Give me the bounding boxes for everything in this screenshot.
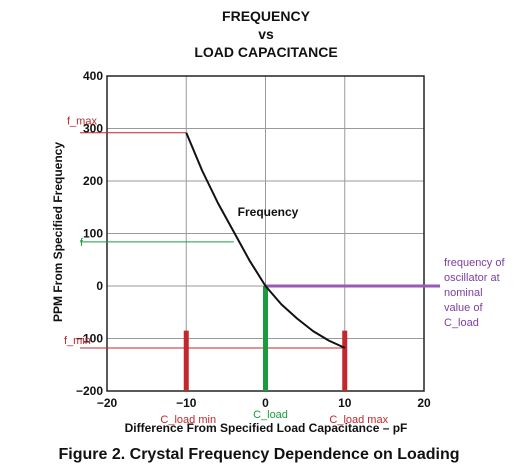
nominal-note-line-1: oscillator at <box>444 272 500 284</box>
f-min-label: f_min <box>64 335 91 347</box>
figure-caption: Figure 2. Crystal Frequency Dependence o… <box>59 446 460 463</box>
nominal-note-line-2: nominal <box>444 287 483 299</box>
chart-title-line-2: vs <box>258 26 274 42</box>
nominal-note-line-4: C_load <box>444 317 479 329</box>
c-load-label: C_load <box>253 409 288 421</box>
y-tick-label-5: −100 <box>76 332 103 346</box>
y-tick-label-0: 400 <box>83 69 103 83</box>
nominal-note-line-3: value of <box>444 302 483 314</box>
x-tick-label-1: −10 <box>176 396 197 410</box>
chart-title-line-1: FREQUENCY <box>222 8 311 24</box>
x-tick-label-2: 0 <box>262 396 269 410</box>
c-load-min-label: C_load min <box>160 414 216 426</box>
x-tick-label-0: −20 <box>97 396 118 410</box>
nominal-note-line-0: frequency of <box>444 257 505 269</box>
x-tick-label-4: 20 <box>417 396 431 410</box>
c-load-max-label: C_load max <box>329 414 388 426</box>
x-axis-label: Difference From Specified Load Capacitan… <box>125 421 408 435</box>
f-label: f <box>80 237 84 249</box>
f-max-label: f_max <box>67 116 97 128</box>
chart-title-line-3: LOAD CAPACITANCE <box>194 44 337 60</box>
y-tick-label-3: 100 <box>83 227 103 241</box>
y-axis-label: PPM From Specified Frequency <box>51 142 65 322</box>
series-line-frequency <box>185 132 346 349</box>
x-tick-label-3: 10 <box>338 396 352 410</box>
y-tick-label-6: −200 <box>76 384 103 398</box>
y-tick-label-1: 300 <box>83 122 103 136</box>
series-label-frequency: Frequency <box>238 205 299 219</box>
y-tick-label-4: 0 <box>96 279 103 293</box>
marks <box>80 132 440 391</box>
y-tick-label-2: 200 <box>83 174 103 188</box>
